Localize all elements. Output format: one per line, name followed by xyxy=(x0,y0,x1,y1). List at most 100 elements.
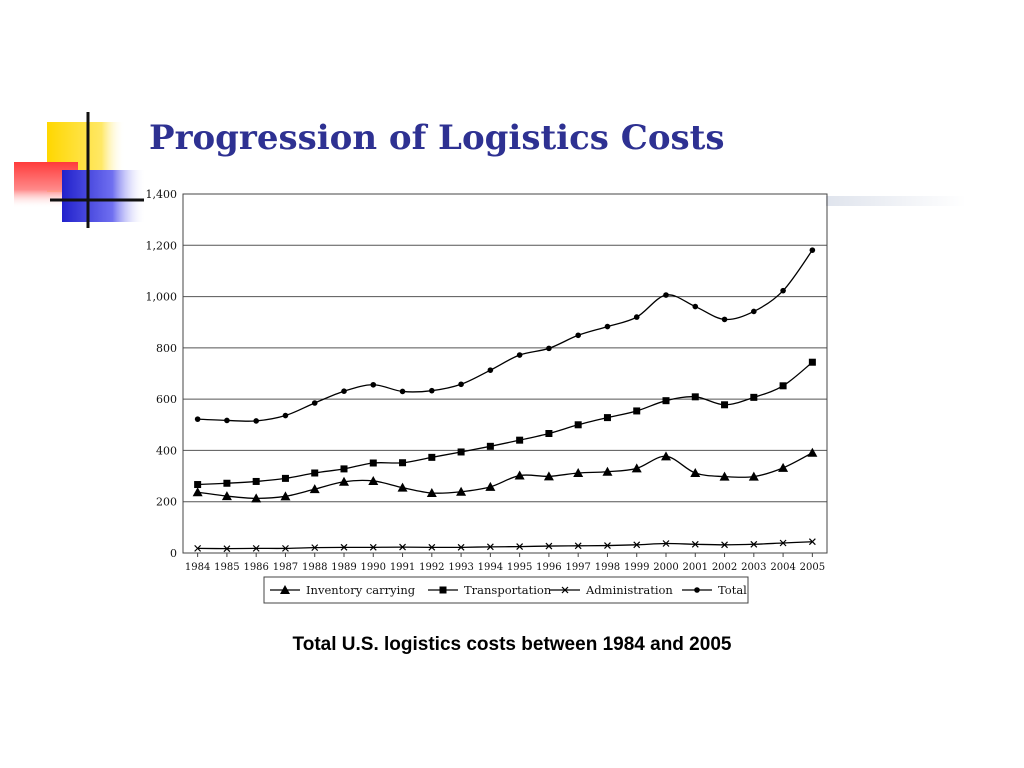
y-tick-label: 200 xyxy=(156,496,177,509)
chart-gridlines xyxy=(183,193,827,554)
data-point xyxy=(750,393,758,401)
series-line xyxy=(197,361,813,486)
data-point xyxy=(428,453,436,461)
data-point xyxy=(309,484,320,494)
data-point xyxy=(311,469,319,477)
data-point xyxy=(456,486,467,496)
data-point xyxy=(545,430,553,438)
deco-blue-square xyxy=(62,170,146,222)
y-tick-label: 800 xyxy=(156,342,177,355)
data-point xyxy=(340,543,348,551)
data-point xyxy=(194,481,202,489)
legend-marker xyxy=(280,585,290,594)
data-point xyxy=(399,543,406,551)
data-point xyxy=(224,417,230,424)
data-point xyxy=(690,467,701,477)
legend-item-inventory-carrying: Inventory carrying xyxy=(270,583,416,597)
x-tick-label: 1994 xyxy=(478,562,503,573)
data-point xyxy=(311,400,318,406)
y-tick-label: 400 xyxy=(156,444,177,457)
x-tick-label: 1992 xyxy=(419,562,444,573)
chart-caption: Total U.S. logistics costs between 1984 … xyxy=(292,634,732,655)
data-point xyxy=(340,465,348,473)
data-point xyxy=(429,387,435,394)
x-tick-label: 1985 xyxy=(214,562,239,573)
data-point xyxy=(691,540,699,548)
data-point xyxy=(192,487,203,497)
data-point xyxy=(603,414,611,422)
data-point xyxy=(631,463,642,473)
data-point xyxy=(282,544,289,552)
data-point xyxy=(457,448,465,456)
x-tick-label: 2003 xyxy=(741,562,766,573)
y-tick-label: 1,400 xyxy=(146,188,178,201)
data-point xyxy=(691,393,699,401)
series-inventory-carrying xyxy=(192,447,818,503)
data-point xyxy=(778,462,789,472)
data-point xyxy=(457,543,465,551)
slide-title: Progression of Logistics Costs xyxy=(149,118,725,158)
data-point xyxy=(809,247,816,253)
data-point xyxy=(721,541,728,549)
chart-legend: Inventory carrying Transportation Administ… xyxy=(263,576,749,604)
data-point xyxy=(604,323,611,330)
data-point xyxy=(692,303,699,310)
legend-label: Transportation xyxy=(464,583,552,597)
legend-marker xyxy=(561,586,569,594)
series-line xyxy=(197,541,813,550)
x-tick-label: 2001 xyxy=(683,562,708,573)
data-point xyxy=(369,543,377,551)
x-tick-label: 1984 xyxy=(185,562,210,573)
data-point xyxy=(194,544,202,552)
data-point xyxy=(426,487,437,497)
data-point xyxy=(514,470,525,480)
x-tick-label: 2002 xyxy=(712,562,737,573)
data-point xyxy=(663,292,669,298)
x-tick-label: 2004 xyxy=(770,562,795,573)
data-point xyxy=(543,471,554,481)
legend-box xyxy=(263,576,749,604)
data-point xyxy=(253,418,259,424)
legend-label: Inventory carrying xyxy=(306,583,416,597)
data-point xyxy=(721,401,729,409)
data-point xyxy=(780,287,786,294)
legend-label: Administration xyxy=(585,583,673,597)
data-point xyxy=(573,467,584,477)
data-point xyxy=(546,345,552,352)
x-tick-label: 1998 xyxy=(595,562,620,573)
data-point xyxy=(252,544,260,552)
data-point xyxy=(370,381,377,388)
data-point xyxy=(339,476,349,486)
data-point xyxy=(751,308,757,315)
data-point xyxy=(516,352,523,358)
slide-decoration xyxy=(14,112,146,228)
data-point xyxy=(486,442,494,450)
series-line xyxy=(197,249,813,422)
series-transportation xyxy=(194,358,816,489)
legend-item-total: Total xyxy=(682,583,747,597)
data-point xyxy=(633,541,641,549)
legend-item-transportation: Transportation xyxy=(428,583,552,597)
data-point xyxy=(221,491,232,501)
data-point xyxy=(604,542,611,549)
x-tick-label: 1991 xyxy=(390,562,415,573)
data-point xyxy=(574,542,582,550)
data-point xyxy=(516,543,524,551)
data-point xyxy=(808,538,816,546)
logistics-cost-chart: 0 200 400 600 800 1,000 1,200 1,400 1984 1985 1986… xyxy=(146,188,828,604)
series-line xyxy=(197,452,813,500)
data-point xyxy=(485,481,496,491)
data-point xyxy=(602,466,613,476)
data-point xyxy=(662,397,670,405)
data-point xyxy=(779,539,787,547)
title-divider xyxy=(826,196,966,206)
data-point xyxy=(748,471,759,481)
data-point xyxy=(341,388,347,394)
data-point xyxy=(369,459,377,467)
data-point xyxy=(750,540,758,548)
x-tick-label: 1989 xyxy=(331,562,356,573)
data-point xyxy=(368,475,379,485)
data-point xyxy=(281,474,289,482)
data-point xyxy=(282,412,289,419)
data-point xyxy=(633,407,641,415)
